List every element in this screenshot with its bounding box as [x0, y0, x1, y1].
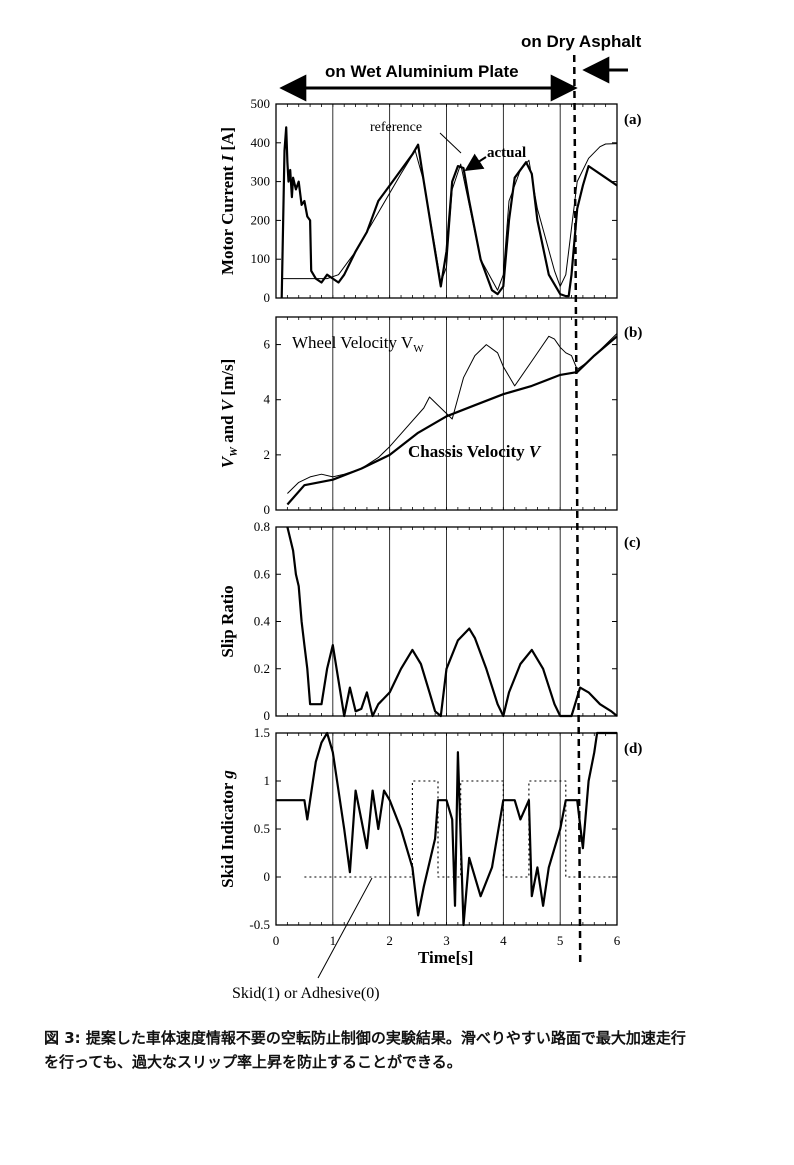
surface-boundary-line: [572, 54, 582, 963]
x-axis-label: Time[s]: [418, 948, 473, 967]
y-axis-label: Motor Current I [A]: [218, 127, 237, 275]
y-tick-label: 400: [251, 135, 271, 150]
annotation-actual: actual: [487, 145, 526, 161]
caption-line-1: 図 3: 提案した車体速度情報不要の空転防止制御の実験結果。滑べりやすい路面で最…: [44, 1029, 686, 1047]
x-tick-label: 3: [443, 933, 450, 948]
panel-tag: (d): [624, 741, 642, 757]
series-line-actual: [280, 126, 618, 299]
y-tick-label: 4: [264, 392, 271, 407]
x-axis-ticks: 0 1 2 3 4 5 6: [273, 933, 621, 948]
actual-pointer: [464, 153, 487, 171]
y-tick-label: 0.4: [254, 614, 271, 629]
y-tick-label: 300: [251, 174, 271, 189]
reference-pointer: [439, 132, 462, 154]
annotation-skid-adhesive: Skid(1) or Adhesive(0): [232, 985, 380, 1002]
annotation-wheel-velocity: Wheel Velocity VW: [292, 333, 424, 355]
panel-motor-current: 0 100 200 300 400 500 (a) Motor Current I [A]: [218, 96, 642, 305]
y-tick-label: 200: [251, 212, 271, 227]
wet-aluminium-label: on Wet Aluminium Plate: [325, 62, 519, 81]
x-tick-label: 4: [500, 933, 507, 948]
x-tick-label: 2: [386, 933, 393, 948]
panel-velocity: 0 2 4 6 (b) VW and V [m/s]: [218, 316, 642, 517]
y-tick-label: 0.8: [254, 519, 270, 534]
panel-tag: (c): [624, 535, 641, 551]
x-tick-label: 0: [273, 933, 280, 948]
panel-slip-ratio: 0 0.2 0.4 0.6 0.8 (c) Slip Ratio: [218, 519, 641, 723]
y-tick-label: 0: [264, 869, 271, 884]
y-axis-label: Skid Indicator g: [218, 770, 237, 888]
series-line-indicator: [304, 780, 617, 878]
y-tick-label: 0: [264, 290, 271, 305]
y-tick-label: 0.6: [254, 566, 271, 581]
y-tick-label: -0.5: [249, 917, 270, 932]
figure-caption: 図 3: 提案した車体速度情報不要の空転防止制御の実験結果。滑べりやすい路面で最…: [44, 1026, 774, 1074]
y-tick-label: 0: [264, 708, 271, 723]
x-tick-label: 5: [557, 933, 564, 948]
y-axis-label: Slip Ratio: [218, 585, 237, 657]
skid-adhesive-pointer: [317, 877, 373, 979]
experiment-figure: on Dry Asphalt on Wet Aluminium Plate 0 1…: [218, 32, 642, 1002]
x-tick-label: 1: [330, 933, 337, 948]
y-tick-label: 500: [251, 96, 271, 111]
dry-asphalt-label: on Dry Asphalt: [521, 32, 642, 51]
y-tick-label: 1.5: [254, 725, 270, 740]
y-tick-label: 100: [251, 251, 271, 266]
y-tick-label: 1: [264, 773, 271, 788]
y-tick-label: 0: [264, 502, 271, 517]
series-line-chassis-velocity-v: [286, 335, 618, 506]
panel-skid-indicator: -0.5 0 0.5 1 1.5 (d) Skid Indicator g: [218, 725, 642, 932]
annotation-reference: reference: [370, 120, 422, 135]
panel-tag: (a): [624, 112, 642, 128]
y-tick-label: 0.5: [254, 821, 270, 836]
caption-line-2: を行っても、過大なスリップ率上昇を防止することができる。: [44, 1053, 462, 1071]
y-tick-label: 0.2: [254, 661, 270, 676]
panel-tag: (b): [624, 325, 642, 341]
y-tick-label: 6: [264, 337, 271, 352]
annotation-chassis-velocity: Chassis Velocity V: [408, 442, 542, 461]
y-axis-label: VW and V [m/s]: [218, 359, 240, 468]
series-line-wheel-velocity-v: [287, 333, 618, 494]
series-line-s0: [286, 526, 618, 718]
series-line-g: [276, 731, 617, 927]
y-tick-label: 2: [264, 447, 271, 462]
x-tick-label: 6: [614, 933, 621, 948]
